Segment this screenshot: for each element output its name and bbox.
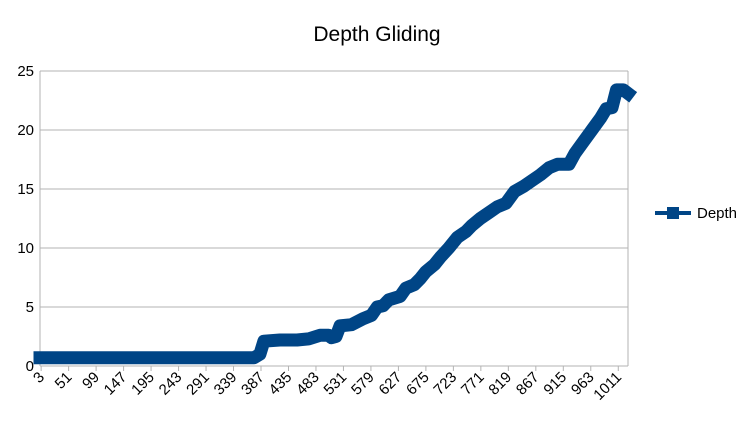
x-tick-label: 675 xyxy=(403,369,433,399)
x-tick-label: 291 xyxy=(183,369,213,399)
y-tick-label: 5 xyxy=(26,299,34,316)
x-tick-label: 243 xyxy=(156,369,186,399)
x-tick-label: 579 xyxy=(348,369,378,399)
x-tick-label: 3 xyxy=(30,369,48,387)
series-line-depth xyxy=(33,83,638,365)
y-tick-label: 20 xyxy=(17,122,34,139)
x-tick-label: 435 xyxy=(266,369,296,399)
x-tick-label: 819 xyxy=(485,369,515,399)
x-tick-label: 723 xyxy=(430,369,460,399)
x-tick-label: 483 xyxy=(293,369,323,399)
x-tick-label: 339 xyxy=(211,369,241,399)
x-tick-label: 1011 xyxy=(590,369,625,404)
x-tick-label: 627 xyxy=(376,369,406,399)
y-tick-label: 0 xyxy=(26,358,34,375)
x-tick-label: 915 xyxy=(540,369,570,399)
x-tick-label: 195 xyxy=(128,369,158,399)
legend-swatch-marker xyxy=(667,207,679,219)
x-tick-label: 99 xyxy=(79,369,103,393)
y-tick-label: 10 xyxy=(17,240,34,257)
x-tick-label: 387 xyxy=(238,369,268,399)
x-tick-label: 147 xyxy=(101,369,131,399)
series-lines xyxy=(33,83,638,365)
y-tick-label: 15 xyxy=(17,181,34,198)
legend: Depth xyxy=(655,205,737,222)
chart-title: Depth Gliding xyxy=(313,23,440,46)
grid-lines xyxy=(40,70,628,367)
x-tick-label: 51 xyxy=(52,369,76,393)
x-tick-label: 531 xyxy=(321,369,351,399)
x-tick-label: 867 xyxy=(513,369,543,399)
legend-label: Depth xyxy=(697,205,737,222)
x-tick-label: 771 xyxy=(458,369,488,399)
y-tick-label: 25 xyxy=(17,63,34,80)
